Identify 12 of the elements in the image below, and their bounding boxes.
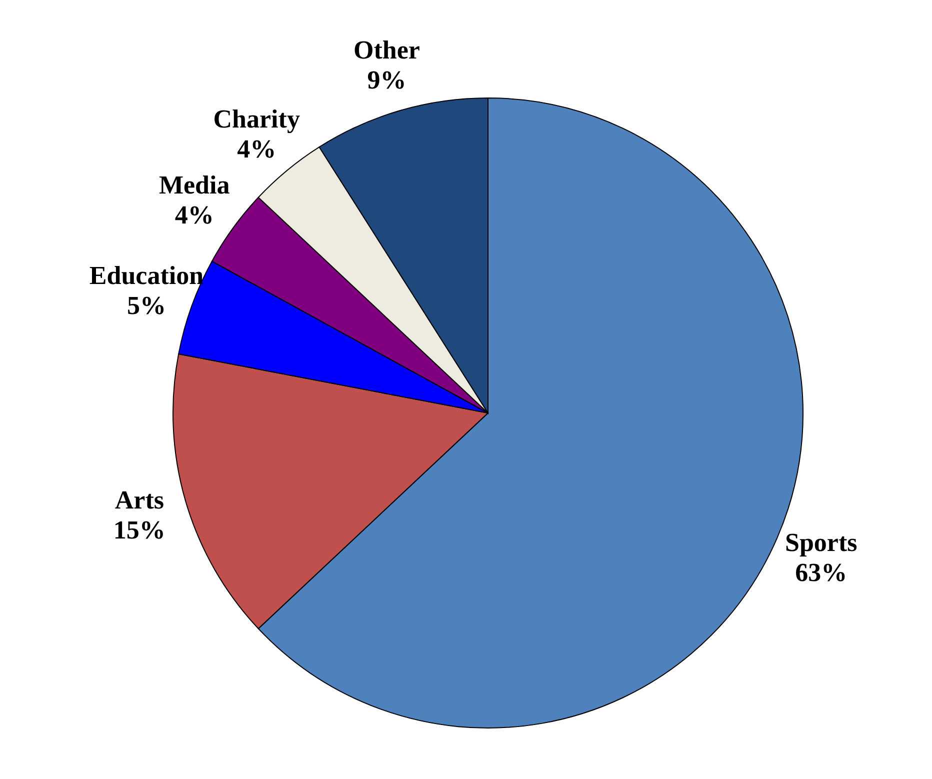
- data-label: 4%: [174, 200, 214, 230]
- data-label: 15%: [113, 515, 166, 544]
- data-label: 5%: [126, 291, 166, 320]
- data-label: 63%: [795, 558, 848, 588]
- slice-label: Other: [354, 35, 420, 64]
- slice-label: Charity: [213, 104, 300, 134]
- slice-label: Media: [158, 170, 230, 200]
- slice-label: Sports: [785, 528, 858, 558]
- slice-label: Arts: [114, 485, 164, 514]
- data-label: 4%: [237, 134, 276, 164]
- slice-label: Education: [89, 261, 204, 290]
- data-label: 9%: [367, 65, 406, 94]
